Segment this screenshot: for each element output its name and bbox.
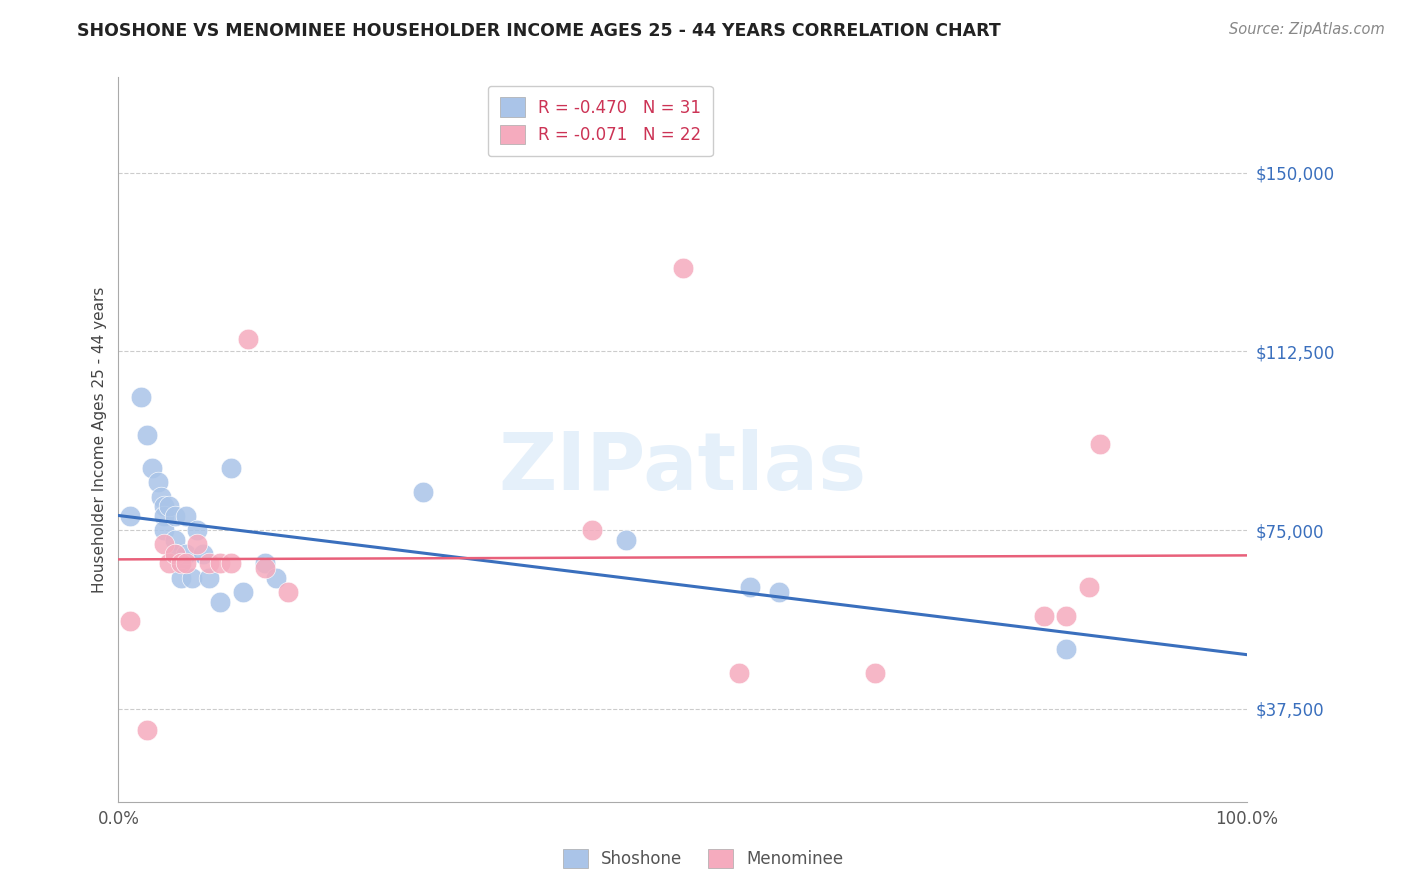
- Point: [266, 571, 288, 585]
- Point: [174, 557, 197, 571]
- Point: [191, 547, 214, 561]
- Point: [146, 475, 169, 490]
- Point: [238, 333, 260, 347]
- Point: [232, 585, 254, 599]
- Point: [254, 561, 277, 575]
- Point: [163, 508, 186, 523]
- Point: [1056, 642, 1078, 657]
- Point: [412, 484, 434, 499]
- Point: [1090, 437, 1112, 451]
- Point: [740, 580, 762, 594]
- Point: [768, 585, 790, 599]
- Point: [163, 547, 186, 561]
- Point: [1056, 608, 1078, 623]
- Point: [152, 508, 174, 523]
- Point: [1032, 608, 1054, 623]
- Point: [197, 557, 219, 571]
- Point: [581, 523, 603, 537]
- Text: Source: ZipAtlas.com: Source: ZipAtlas.com: [1229, 22, 1385, 37]
- Legend: R = -0.470   N = 31, R = -0.071   N = 22: R = -0.470 N = 31, R = -0.071 N = 22: [488, 86, 713, 156]
- Point: [1078, 580, 1101, 594]
- Point: [221, 557, 243, 571]
- Point: [221, 461, 243, 475]
- Y-axis label: Householder Income Ages 25 - 44 years: Householder Income Ages 25 - 44 years: [93, 286, 107, 592]
- Point: [174, 547, 197, 561]
- Point: [197, 571, 219, 585]
- Point: [163, 547, 186, 561]
- Point: [208, 594, 231, 608]
- Point: [157, 557, 180, 571]
- Point: [614, 533, 637, 547]
- Point: [152, 537, 174, 551]
- Point: [129, 390, 152, 404]
- Point: [208, 557, 231, 571]
- Point: [150, 490, 173, 504]
- Point: [135, 723, 157, 738]
- Point: [186, 523, 208, 537]
- Point: [157, 500, 180, 514]
- Point: [152, 523, 174, 537]
- Text: SHOSHONE VS MENOMINEE HOUSEHOLDER INCOME AGES 25 - 44 YEARS CORRELATION CHART: SHOSHONE VS MENOMINEE HOUSEHOLDER INCOME…: [77, 22, 1001, 40]
- Point: [180, 571, 202, 585]
- Point: [728, 665, 751, 680]
- Point: [863, 665, 886, 680]
- Point: [135, 427, 157, 442]
- Legend: Shoshone, Menominee: Shoshone, Menominee: [557, 842, 849, 875]
- Point: [141, 461, 163, 475]
- Point: [277, 585, 299, 599]
- Point: [118, 614, 141, 628]
- Point: [169, 557, 191, 571]
- Point: [186, 537, 208, 551]
- Point: [169, 557, 191, 571]
- Point: [152, 500, 174, 514]
- Text: ZIPatlas: ZIPatlas: [499, 429, 868, 508]
- Point: [118, 508, 141, 523]
- Point: [672, 260, 695, 275]
- Point: [169, 571, 191, 585]
- Point: [174, 508, 197, 523]
- Point: [163, 533, 186, 547]
- Point: [254, 557, 277, 571]
